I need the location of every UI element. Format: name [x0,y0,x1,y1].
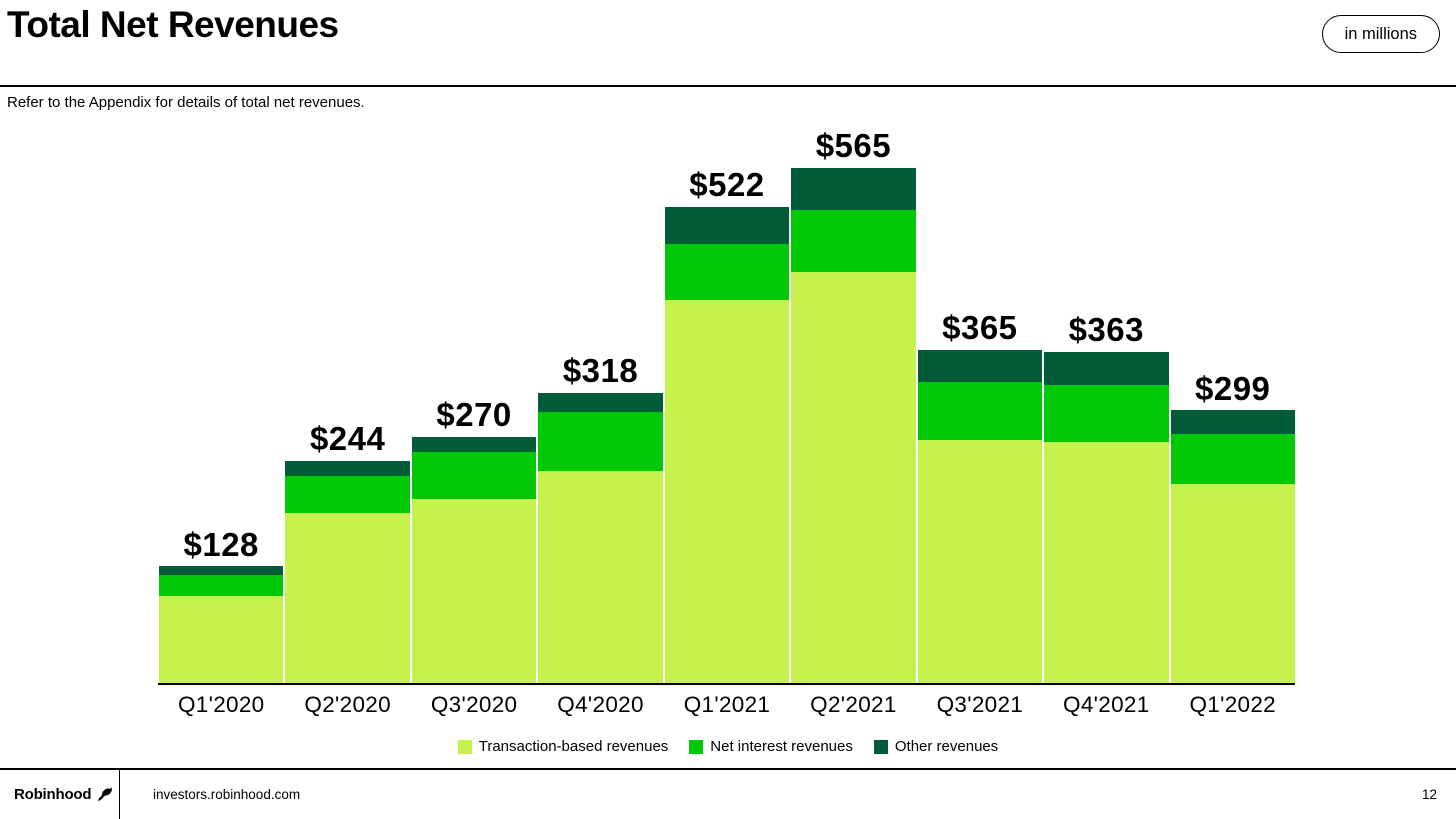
bar-total-label: $522 [689,166,765,204]
bar-segment [1044,351,1169,385]
bar-segment [664,207,790,244]
legend-label: Net interest revenues [710,738,853,755]
page-title: Total Net Revenues [7,4,339,45]
bar-segment [411,498,537,683]
bar-total-label: $565 [815,127,892,165]
bar-segment [285,460,410,477]
x-axis-label: Q1'2020 [177,692,265,717]
bar-segment [159,575,284,597]
bar-segment [159,566,284,576]
bar-segment [664,243,790,300]
bar-segment [538,392,663,413]
legend-label: Transaction-based revenues [478,738,669,755]
bar-segment [1044,384,1169,443]
x-axis-label: Q2'2020 [304,692,391,717]
x-axis-label: Q3'2020 [430,692,518,717]
bar-total-label: $128 [183,525,259,563]
bar-segment [411,452,537,499]
x-axis-label: Q3'2021 [936,692,1024,717]
bar-column: $299 [1170,369,1295,683]
bar-segment [1170,484,1295,683]
x-axis-line [158,683,1295,685]
bar-column: $318 [538,352,663,683]
bar-column: $128 [159,525,284,683]
units-badge: in millions [1321,15,1440,53]
bar-column: $363 [1044,311,1169,683]
bar-segment [917,439,1043,683]
page-number: 12 [1421,787,1437,802]
bar-segment [917,382,1043,440]
x-axis-label: Q2'2021 [810,692,897,717]
feather-icon [98,787,113,801]
bar-total-label: $365 [942,309,1018,347]
bar-column: $244 [285,419,410,683]
legend-item: Transaction-based revenues [457,738,669,755]
bar-column: $565 [791,127,916,683]
bar-segment [538,470,663,683]
chart-legend: Transaction-based revenues Net interest r… [0,738,1456,755]
legend-swatch [689,739,704,754]
brand-logo: Robinhood [0,770,120,819]
legend-item: Net interest revenues [689,738,853,755]
brand-name: Robinhood [14,786,92,803]
x-axis-label: Q1'2021 [683,692,771,717]
footer: Robinhood investors.robinhood.com 12 [0,768,1456,819]
bar-total-label: $270 [436,396,512,434]
bar-segment [285,513,410,683]
header-divider [0,85,1456,87]
bar-segment [159,596,284,683]
bar-segment [1044,442,1169,683]
bar-segment [1170,434,1295,485]
bar-segment [917,350,1043,382]
bar-segment [411,436,537,453]
x-axis-label: Q4'2020 [557,692,644,717]
bar-segment [1170,410,1295,435]
bar-segment [285,476,410,514]
bar-total-label: $244 [309,419,386,457]
bar-total-label: $363 [1068,311,1144,349]
bar-segment [791,167,916,210]
legend-item: Other revenues [873,738,999,755]
bar-total-label: $299 [1195,369,1271,407]
legend-swatch [457,739,472,754]
subtitle: Refer to the Appendix for details of tot… [7,94,365,111]
investor-site-link[interactable]: investors.robinhood.com [153,787,301,802]
bar-column: $270 [411,396,537,683]
bar-column: $522 [664,166,790,683]
bar-total-label: $318 [562,352,639,390]
legend-label: Other revenues [894,738,999,755]
bar-segment [664,300,790,683]
x-axis: Q1'2020 Q2'2020 Q3'2020 Q4'2020 Q1'2021 Q2'20… [159,692,1295,718]
bar-segment [791,209,916,272]
legend-swatch [873,739,888,754]
units-badge-label: in millions [1344,24,1417,43]
revenue-stacked-bar-chart: $128 $244 $270 $318 $522 $565 $365 $363 $299 [159,128,1295,683]
x-axis-label: Q4'2021 [1063,692,1150,717]
bar-column: $365 [917,309,1043,683]
x-axis-label: Q1'2022 [1189,692,1276,717]
bar-segment [538,412,663,471]
bar-segment [791,271,916,683]
